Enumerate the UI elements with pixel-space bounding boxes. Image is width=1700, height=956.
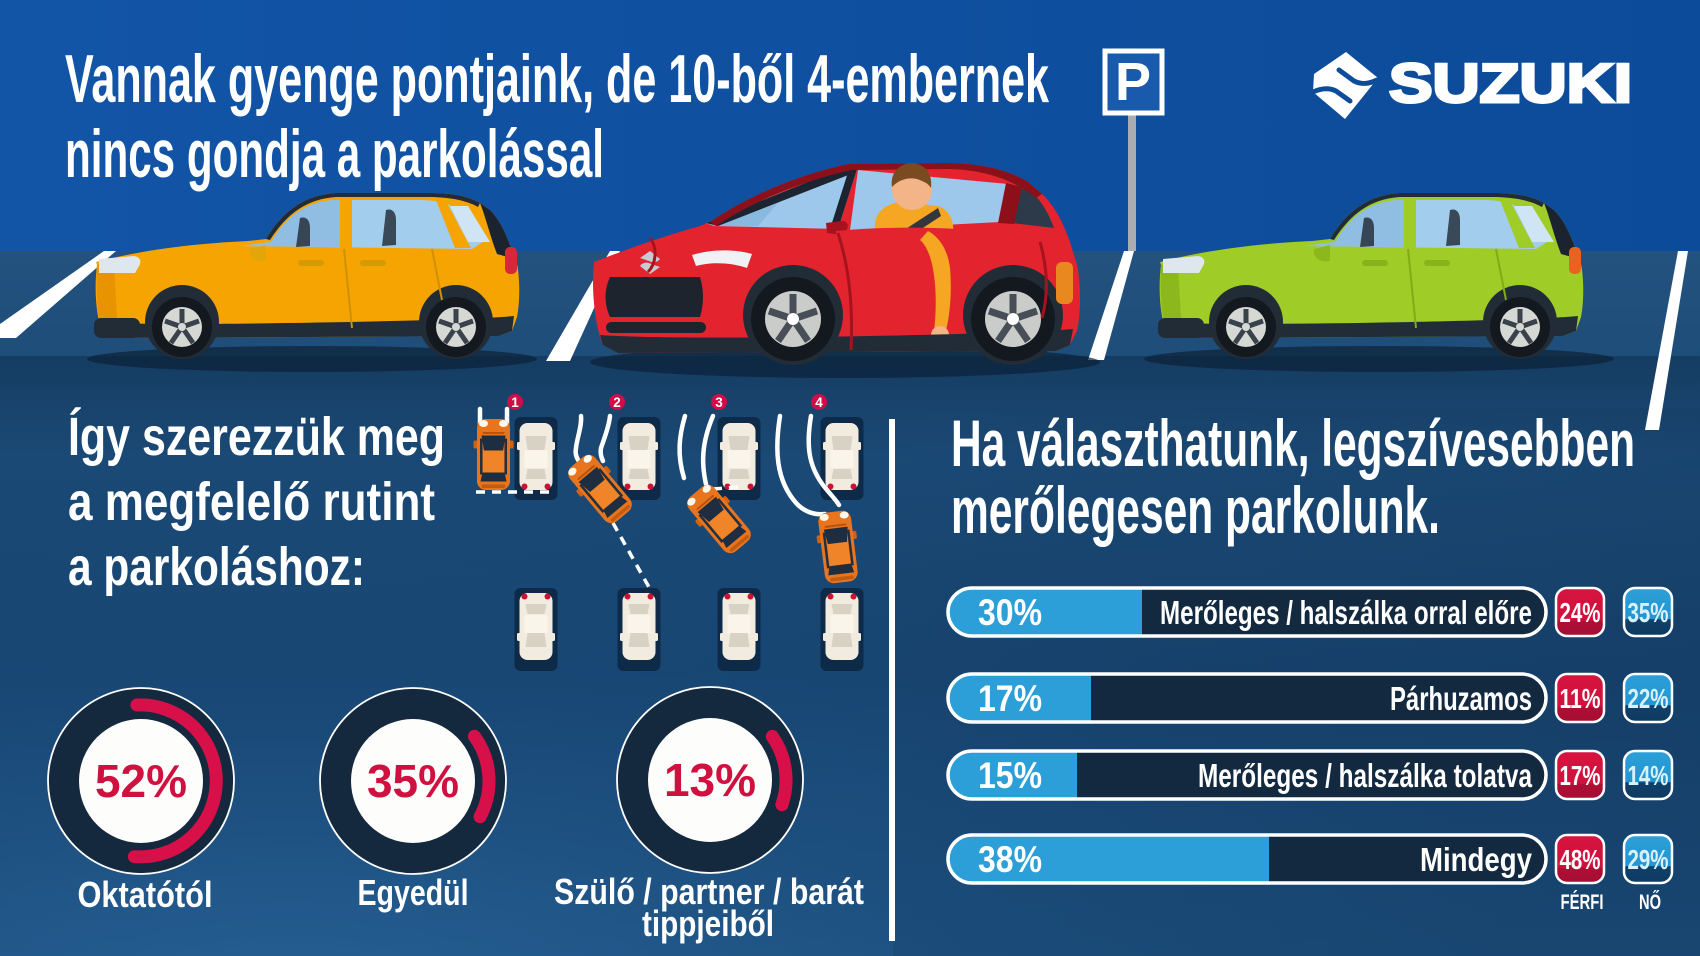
svg-text:a parkoláshoz:: a parkoláshoz: [68,537,365,597]
svg-text:15%: 15% [978,755,1042,796]
svg-text:Vannak gyenge pontjaink, de 10: Vannak gyenge pontjaink, de 10-ből 4-emb… [65,41,1049,117]
svg-text:17%: 17% [1560,760,1601,791]
svg-text:Így szerezzük meg: Így szerezzük meg [68,407,445,467]
svg-text:Ha választhatunk, legszívesebb: Ha választhatunk, legszívesebben [951,406,1635,480]
svg-text:48%: 48% [1560,844,1601,875]
svg-text:13%: 13% [664,754,756,806]
svg-text:14%: 14% [1628,760,1669,791]
svg-text:38%: 38% [978,839,1042,880]
svg-text:merőlegesen parkolunk.: merőlegesen parkolunk. [951,473,1440,547]
svg-text:22%: 22% [1628,683,1669,714]
svg-text:Oktatótól: Oktatótól [78,874,213,915]
svg-text:29%: 29% [1628,844,1669,875]
svg-text:3: 3 [715,395,723,410]
svg-text:1: 1 [511,395,519,410]
svg-text:tippjeiből: tippjeiből [642,903,774,944]
svg-text:NŐ: NŐ [1639,891,1661,914]
svg-text:Párhuzamos: Párhuzamos [1390,680,1532,717]
svg-text:24%: 24% [1560,597,1601,628]
svg-text:52%: 52% [95,755,187,807]
svg-text:11%: 11% [1560,683,1601,714]
svg-text:Egyedül: Egyedül [358,872,469,913]
svg-text:nincs gondja a parkolással: nincs gondja a parkolással [65,116,604,192]
svg-text:Merőleges / halszálka orral el: Merőleges / halszálka orral előre [1160,594,1532,631]
svg-text:2: 2 [613,395,621,410]
svg-text:a megfelelő rutint: a megfelelő rutint [68,472,435,532]
svg-text:Mindegy: Mindegy [1420,841,1533,878]
svg-text:30%: 30% [978,592,1042,633]
svg-text:4: 4 [815,395,823,410]
svg-text:35%: 35% [367,755,459,807]
svg-text:Szülő / partner / barát: Szülő / partner / barát [554,871,864,912]
svg-text:P: P [1115,52,1151,112]
svg-text:Merőleges / halszálka tolatva: Merőleges / halszálka tolatva [1198,757,1532,794]
svg-text:SUZUKI: SUZUKI [1389,52,1632,114]
svg-text:35%: 35% [1628,597,1669,628]
svg-text:17%: 17% [978,678,1042,719]
svg-text:FÉRFI: FÉRFI [1561,891,1604,914]
